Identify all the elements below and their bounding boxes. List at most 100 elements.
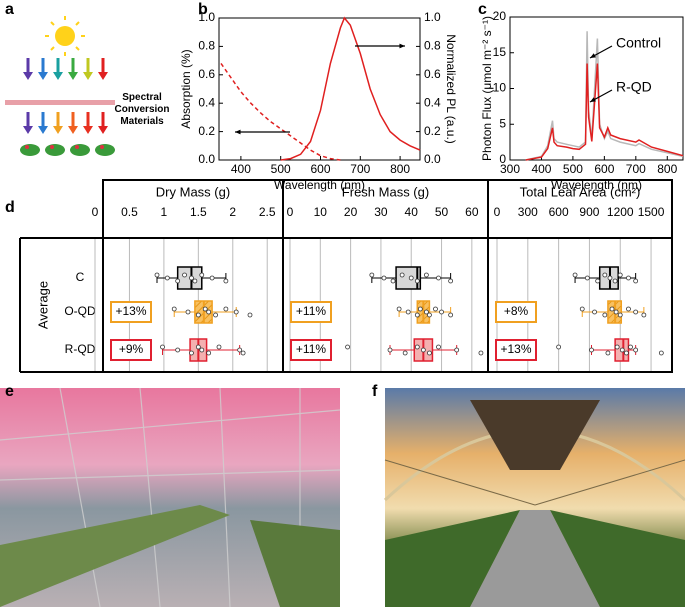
y-axis-label: Photon Flux (μmol m⁻² s⁻¹) (480, 16, 494, 161)
data-point (454, 347, 460, 353)
change-box (290, 301, 332, 323)
panel-e-photo (0, 387, 341, 608)
x-tick-label: 600 (549, 205, 569, 219)
data-point (390, 278, 396, 284)
data-point (609, 306, 615, 312)
x-tick-label: 30 (374, 205, 388, 219)
data-point (199, 272, 205, 278)
data-point (185, 309, 191, 315)
data-point (202, 306, 208, 312)
data-point (182, 272, 187, 278)
caption-box: Spectral Conversion Materials (114, 92, 169, 127)
series-line (220, 62, 341, 161)
data-point (189, 275, 194, 281)
x-tick-label: 900 (579, 205, 599, 219)
data-point (423, 309, 429, 315)
x-tick-label: 1.5 (190, 205, 207, 219)
data-point (633, 309, 639, 315)
change-label: +9% (119, 342, 144, 356)
data-point (414, 344, 420, 350)
data-point (612, 278, 618, 284)
y-tick-label: 0.2 (198, 124, 215, 138)
data-point (436, 275, 441, 281)
category-label: C (76, 270, 85, 284)
panel-a: Spectral Conversion Materials (5, 16, 170, 156)
x-tick-label: 50 (435, 205, 449, 219)
data-point (199, 347, 205, 353)
arrow-head (38, 72, 48, 80)
panel-letter: a (5, 1, 14, 18)
y2-tick-label: 0.8 (424, 39, 441, 53)
arrow-head (23, 72, 33, 80)
data-point (448, 278, 454, 284)
data-point (423, 272, 429, 278)
x-tick-label: 500 (271, 162, 291, 176)
data-point (154, 272, 160, 278)
x-tick-label: 700 (350, 162, 370, 176)
data-point (206, 350, 212, 356)
x-tick-label: 600 (594, 162, 614, 176)
data-point (478, 350, 484, 356)
y-tick-label: 20 (493, 9, 507, 23)
data-point (633, 278, 639, 284)
x-tick-label: 60 (465, 205, 479, 219)
data-point (439, 309, 444, 315)
panel-letter: e (5, 383, 14, 400)
x-axis-label: Wavelength (nm) (274, 178, 365, 192)
arrow-head (53, 126, 63, 134)
data-point (633, 347, 639, 353)
data-point (213, 312, 218, 318)
data-point (195, 312, 201, 318)
data-point (240, 350, 246, 356)
change-box (290, 339, 332, 361)
y-tick-label: 10 (493, 81, 507, 95)
data-point (420, 347, 426, 353)
y-axis-label: Absorption (%) (179, 49, 193, 128)
data-point (626, 306, 631, 312)
panel-letter: c (478, 1, 487, 18)
data-point (247, 312, 253, 318)
x-tick-label: 0 (287, 205, 294, 219)
arrow-head (23, 126, 33, 134)
y2-tick-label: 0.6 (424, 67, 441, 81)
panel-title: Dry Mass (g) (156, 184, 230, 199)
arrow-head (590, 97, 596, 102)
change-label: +11% (296, 304, 326, 318)
data-point (414, 278, 420, 284)
x-tick-label: 400 (531, 162, 551, 176)
x-tick-label: 400 (231, 162, 251, 176)
data-point (399, 272, 405, 278)
data-point (427, 350, 432, 356)
x-tick-label: 300 (518, 205, 538, 219)
box (395, 266, 422, 290)
x-tick-label: 40 (405, 205, 419, 219)
data-point (607, 275, 613, 281)
x-tick-label: 2 (229, 205, 236, 219)
change-box (110, 301, 152, 323)
change-label: +13% (115, 304, 146, 318)
plants (20, 144, 115, 156)
x-tick-label: 800 (657, 162, 677, 176)
arrow-head (98, 126, 108, 134)
data-point (572, 272, 578, 278)
data-point (216, 344, 222, 350)
x-tick-label: 0 (92, 205, 99, 219)
data-point (628, 344, 633, 350)
data-point (237, 347, 243, 353)
data-point (592, 309, 597, 315)
data-point (617, 312, 623, 318)
data-point (175, 278, 181, 284)
panel-letter: f (372, 383, 378, 400)
arrow-head (235, 129, 241, 135)
arrow-head (83, 72, 93, 80)
category-label: R-QD (65, 342, 96, 356)
arrow-head (68, 72, 78, 80)
data-point (579, 306, 585, 312)
data-point (589, 347, 594, 353)
arrow-head (83, 126, 93, 134)
x-axis-label: Wavelength (nm) (551, 178, 642, 192)
x-tick-label: 500 (563, 162, 583, 176)
data-point (556, 344, 562, 350)
data-point (433, 306, 438, 312)
series-line (280, 16, 421, 161)
